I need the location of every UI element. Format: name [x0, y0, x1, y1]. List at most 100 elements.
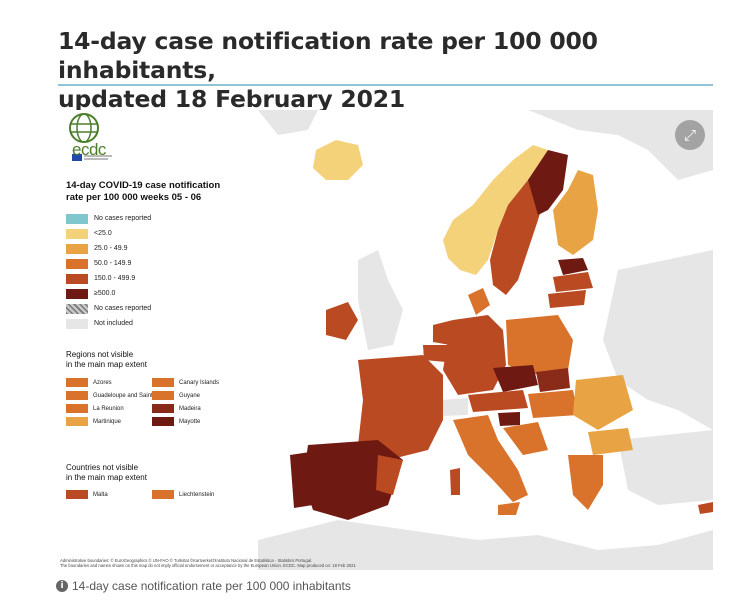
legend-label: La Reunion — [93, 405, 124, 412]
europe-map — [258, 110, 713, 570]
legend-swatch — [66, 378, 88, 387]
non-included-land-turkey — [618, 430, 713, 505]
legend-entry: Not included — [66, 316, 151, 331]
legend-swatch — [66, 318, 88, 329]
ecdc-wordmark: ecdc — [72, 140, 106, 159]
norway — [443, 145, 548, 275]
countries-title-line2: in the main map extent — [66, 473, 147, 482]
bulgaria — [588, 428, 633, 455]
switzerland — [441, 398, 468, 416]
legend-entry: Malta — [66, 488, 108, 501]
sweden-north — [528, 150, 568, 215]
legend-swatch — [66, 213, 88, 224]
legend-title-line1: 14-day COVID-19 case notification — [66, 180, 221, 191]
legend-swatch — [66, 391, 88, 400]
legend-label: Canary Islands — [179, 379, 220, 386]
poland — [506, 315, 573, 375]
legend-entry: ≥500.0 — [66, 286, 151, 301]
page-title: 14-day case notification rate per 100 00… — [58, 27, 718, 114]
legend-swatch — [66, 490, 88, 499]
germany — [443, 315, 506, 395]
legend-label: ≥500.0 — [94, 290, 116, 297]
romania — [573, 375, 633, 430]
legend-label: 150.0 - 499.9 — [94, 275, 136, 282]
legend-swatch — [152, 417, 174, 426]
estonia — [558, 258, 588, 275]
legend-label: 50.0 - 149.9 — [94, 260, 132, 267]
finland — [553, 170, 598, 255]
czechia — [493, 365, 538, 392]
countries-right-column: Liechtenstein — [152, 488, 214, 501]
greenland-edge — [258, 110, 318, 135]
legend-entry: La Reunion — [66, 402, 171, 415]
portugal — [290, 452, 313, 508]
title-line-2: updated 18 February 2021 — [58, 85, 406, 113]
legend-swatch — [66, 288, 88, 299]
slovenia — [498, 412, 520, 426]
legend-label: Malta — [93, 491, 108, 498]
legend-label: Mayotte — [179, 418, 201, 425]
legend-items: No cases reported <25.0 25.0 - 49.9 50.0 - … — [66, 211, 151, 331]
regions-title-line1: Regions not visible — [66, 350, 134, 359]
title-line-1: 14-day case notification rate per 100 00… — [58, 27, 598, 84]
ireland — [326, 302, 358, 340]
denmark — [468, 288, 490, 315]
legend-entry: Liechtenstein — [152, 488, 214, 501]
slovakia — [536, 368, 570, 392]
legend-swatch — [152, 404, 174, 413]
legend-label: Martinique — [93, 418, 122, 425]
spain-east — [376, 455, 403, 495]
lithuania — [548, 290, 586, 308]
non-included-land-south — [258, 520, 713, 570]
expand-icon[interactable]: ⤢ — [675, 120, 705, 150]
legend-entry: 150.0 - 499.9 — [66, 271, 151, 286]
legend-swatch — [66, 303, 88, 314]
legend-label: No cases reported — [94, 215, 152, 222]
france — [358, 355, 443, 460]
legend-label: Guyane — [179, 392, 201, 399]
legend-swatch — [66, 243, 88, 254]
sardinia — [450, 468, 460, 495]
ecdc-logo — [69, 113, 112, 161]
croatia — [503, 422, 548, 455]
regions-left-column: Azores Guadeloupe and Saint Martin La Reun… — [66, 376, 171, 428]
legend-swatch — [66, 404, 88, 413]
legend-entry: Mayotte — [152, 415, 219, 428]
latvia — [553, 272, 593, 292]
legend-swatch — [152, 490, 174, 499]
legend-entry: No cases reported — [66, 211, 151, 226]
footnote-line1: Administrative boundaries: © EuroGeograp… — [60, 558, 313, 563]
non-included-land-north — [528, 110, 713, 180]
non-included-land-east — [603, 250, 713, 430]
netherlands — [433, 320, 453, 345]
legend-entry: No cases reported — [66, 301, 151, 316]
legend-entry: 50.0 - 149.9 — [66, 256, 151, 271]
countries-section-title: Countries not visible in the main map ex… — [66, 463, 256, 483]
legend-label: <25.0 — [94, 230, 112, 237]
legend-label: Not included — [94, 320, 133, 327]
legend-label: 25.0 - 49.9 — [94, 245, 128, 252]
regions-title-line2: in the main map extent — [66, 360, 147, 369]
legend-label: Liechtenstein — [179, 491, 215, 498]
legend-title: 14-day COVID-19 case notification rate p… — [66, 180, 256, 204]
legend-entry: Guyane — [152, 389, 219, 402]
legend-label: Guadeloupe and Saint Martin — [93, 392, 172, 399]
info-icon: i — [56, 580, 68, 592]
map-image: ⤢ ecdc 14-day COVID-19 case notification… — [58, 110, 713, 570]
caption-text: 14-day case notification rate per 100 00… — [72, 579, 351, 593]
iceland — [313, 140, 363, 180]
greece — [568, 455, 603, 510]
legend-swatch — [66, 228, 88, 239]
legend-entry: Canary Islands — [152, 376, 219, 389]
legend-label: Madeira — [179, 405, 201, 412]
belgium — [423, 345, 448, 362]
legend-label: Azores — [93, 379, 112, 386]
hungary — [528, 390, 578, 418]
regions-right-column: Canary Islands Guyane Madeira Mayotte — [152, 376, 219, 428]
countries-left-column: Malta — [66, 488, 108, 501]
countries-title-line1: Countries not visible — [66, 463, 139, 472]
legend-entry: <25.0 — [66, 226, 151, 241]
sicily — [498, 502, 520, 515]
cyprus — [698, 502, 713, 514]
legend-swatch — [66, 258, 88, 269]
